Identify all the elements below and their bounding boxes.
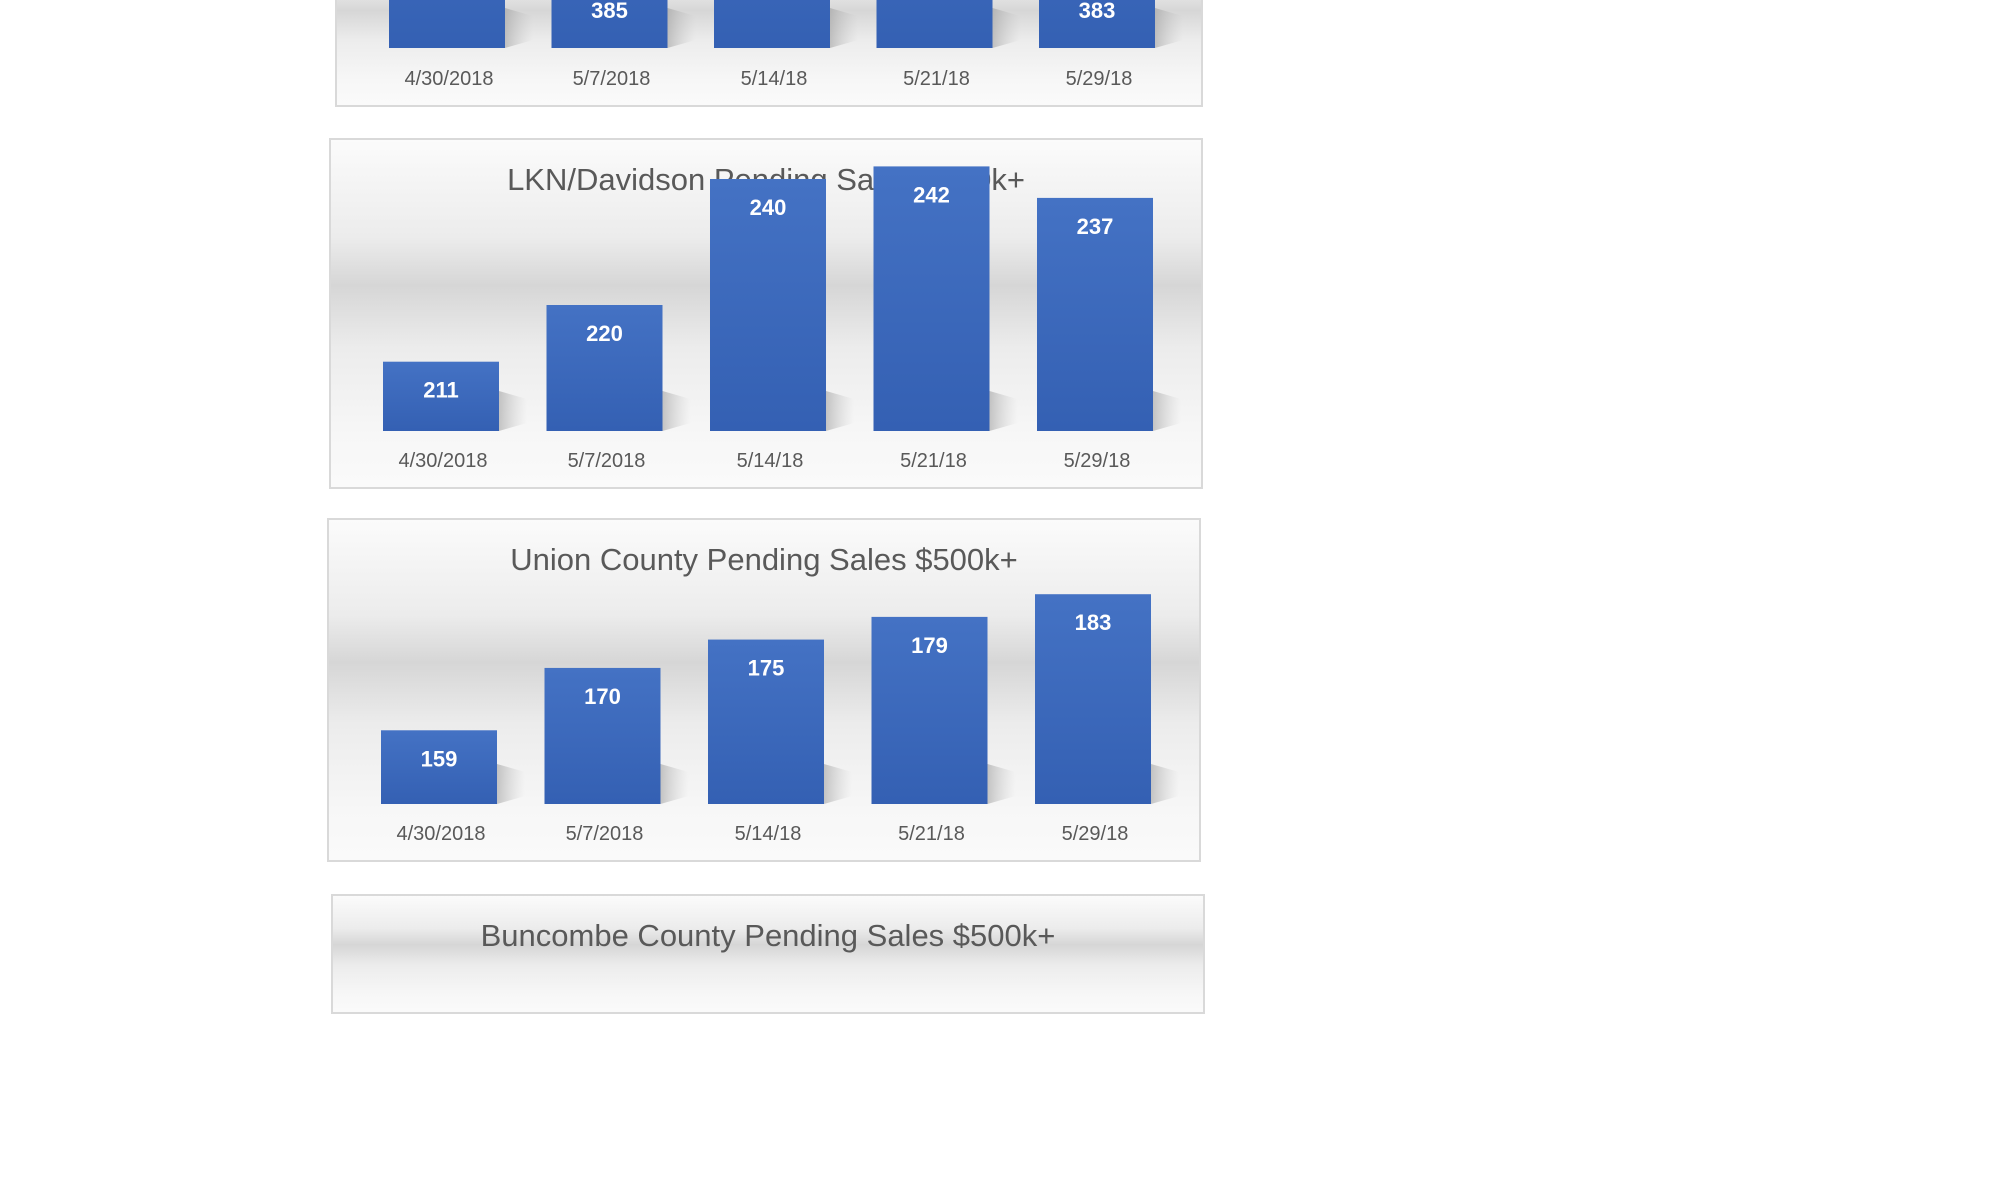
x-tick-label-0: 4/30/2018 — [405, 68, 494, 90]
bar-shadow — [824, 764, 852, 804]
data-label-4: 383 — [1079, 0, 1116, 23]
bar-shadow — [505, 8, 533, 48]
data-label-1: 220 — [586, 321, 623, 346]
bar-shadow — [992, 8, 1021, 48]
bar-0 — [389, 0, 505, 48]
bar-shadow — [660, 764, 689, 804]
bar-shadow — [987, 764, 1016, 804]
bar-3 — [871, 616, 988, 804]
bar-shadow — [1151, 764, 1179, 804]
bar-0 — [381, 730, 497, 804]
x-tick-label-2: 5/14/18 — [737, 450, 804, 472]
x-tick-label-1: 5/7/2018 — [566, 823, 644, 845]
bar-1 — [544, 667, 661, 804]
bar-shadow — [1155, 8, 1183, 48]
x-tick-label-4: 5/29/18 — [1064, 450, 1131, 472]
bar-shadow — [497, 764, 525, 804]
bar-1 — [546, 305, 663, 431]
data-label-4: 237 — [1077, 214, 1114, 239]
chart-panel-3: Buncombe County Pending Sales $500k+ — [331, 894, 1205, 1014]
x-tick-label-0: 4/30/2018 — [397, 823, 486, 845]
bar-shadow — [989, 391, 1018, 431]
bar-2 — [710, 179, 826, 431]
data-label-1: 385 — [591, 0, 628, 23]
x-tick-label-2: 5/14/18 — [735, 823, 802, 845]
data-label-3: 179 — [911, 633, 948, 658]
x-tick-label-3: 5/21/18 — [903, 68, 970, 90]
chart-svg-2: 159 4/30/2018 170 5/7/2018 175 5/14/18 179 5/21… — [381, 594, 1179, 845]
x-tick-label-4: 5/29/18 — [1066, 68, 1133, 90]
bar-4 — [1035, 594, 1151, 804]
data-label-4: 183 — [1075, 610, 1112, 635]
chart-svg-0: 4/30/2018 385 5/7/2018 5/14/18 5/21/18 383 5/2… — [389, 0, 1183, 90]
x-tick-label-0: 4/30/2018 — [399, 450, 488, 472]
x-tick-label-3: 5/21/18 — [900, 450, 967, 472]
bar-2 — [714, 0, 830, 48]
bar-2 — [708, 639, 824, 804]
chart-panel-1: LKN/Davidson Pending Sales $500k+ 2114/3… — [329, 138, 1203, 489]
bar-shadow — [667, 8, 696, 48]
data-label-0: 211 — [423, 378, 459, 403]
x-tick-label-4: 5/29/18 — [1062, 823, 1129, 845]
x-tick-label-2: 5/14/18 — [741, 68, 808, 90]
bar-0 — [383, 361, 499, 431]
data-label-1: 170 — [584, 684, 621, 709]
data-label-2: 240 — [750, 195, 787, 220]
bar-4 — [1039, 0, 1155, 48]
bar-4 — [1037, 197, 1153, 431]
data-label-0: 159 — [421, 746, 458, 771]
x-tick-label-1: 5/7/2018 — [573, 68, 651, 90]
bar-shadow — [662, 391, 691, 431]
bar-shadow — [830, 8, 858, 48]
chart-title: Union County Pending Sales $500k+ — [510, 542, 1018, 577]
bar-3 — [876, 0, 993, 48]
data-label-3: 242 — [913, 182, 950, 207]
bar-3 — [873, 166, 990, 431]
bar-shadow — [499, 391, 527, 431]
chart-panel-0: 4/30/2018 385 5/7/2018 5/14/18 5/21/18 383 5/2… — [335, 0, 1203, 107]
chart-title: Buncombe County Pending Sales $500k+ — [480, 918, 1056, 953]
x-tick-label-3: 5/21/18 — [898, 823, 965, 845]
chart-svg-1: 211 4/30/2018 220 5/7/2018 240 5/14/18 242 5/21… — [383, 166, 1181, 472]
bar-shadow — [1153, 391, 1181, 431]
data-label-2: 175 — [748, 656, 785, 681]
bar-shadow — [826, 391, 854, 431]
x-tick-label-1: 5/7/2018 — [568, 450, 646, 472]
chart-panel-2: Union County Pending Sales $500k+ 159 4/3… — [327, 518, 1201, 862]
bar-1 — [551, 0, 668, 48]
